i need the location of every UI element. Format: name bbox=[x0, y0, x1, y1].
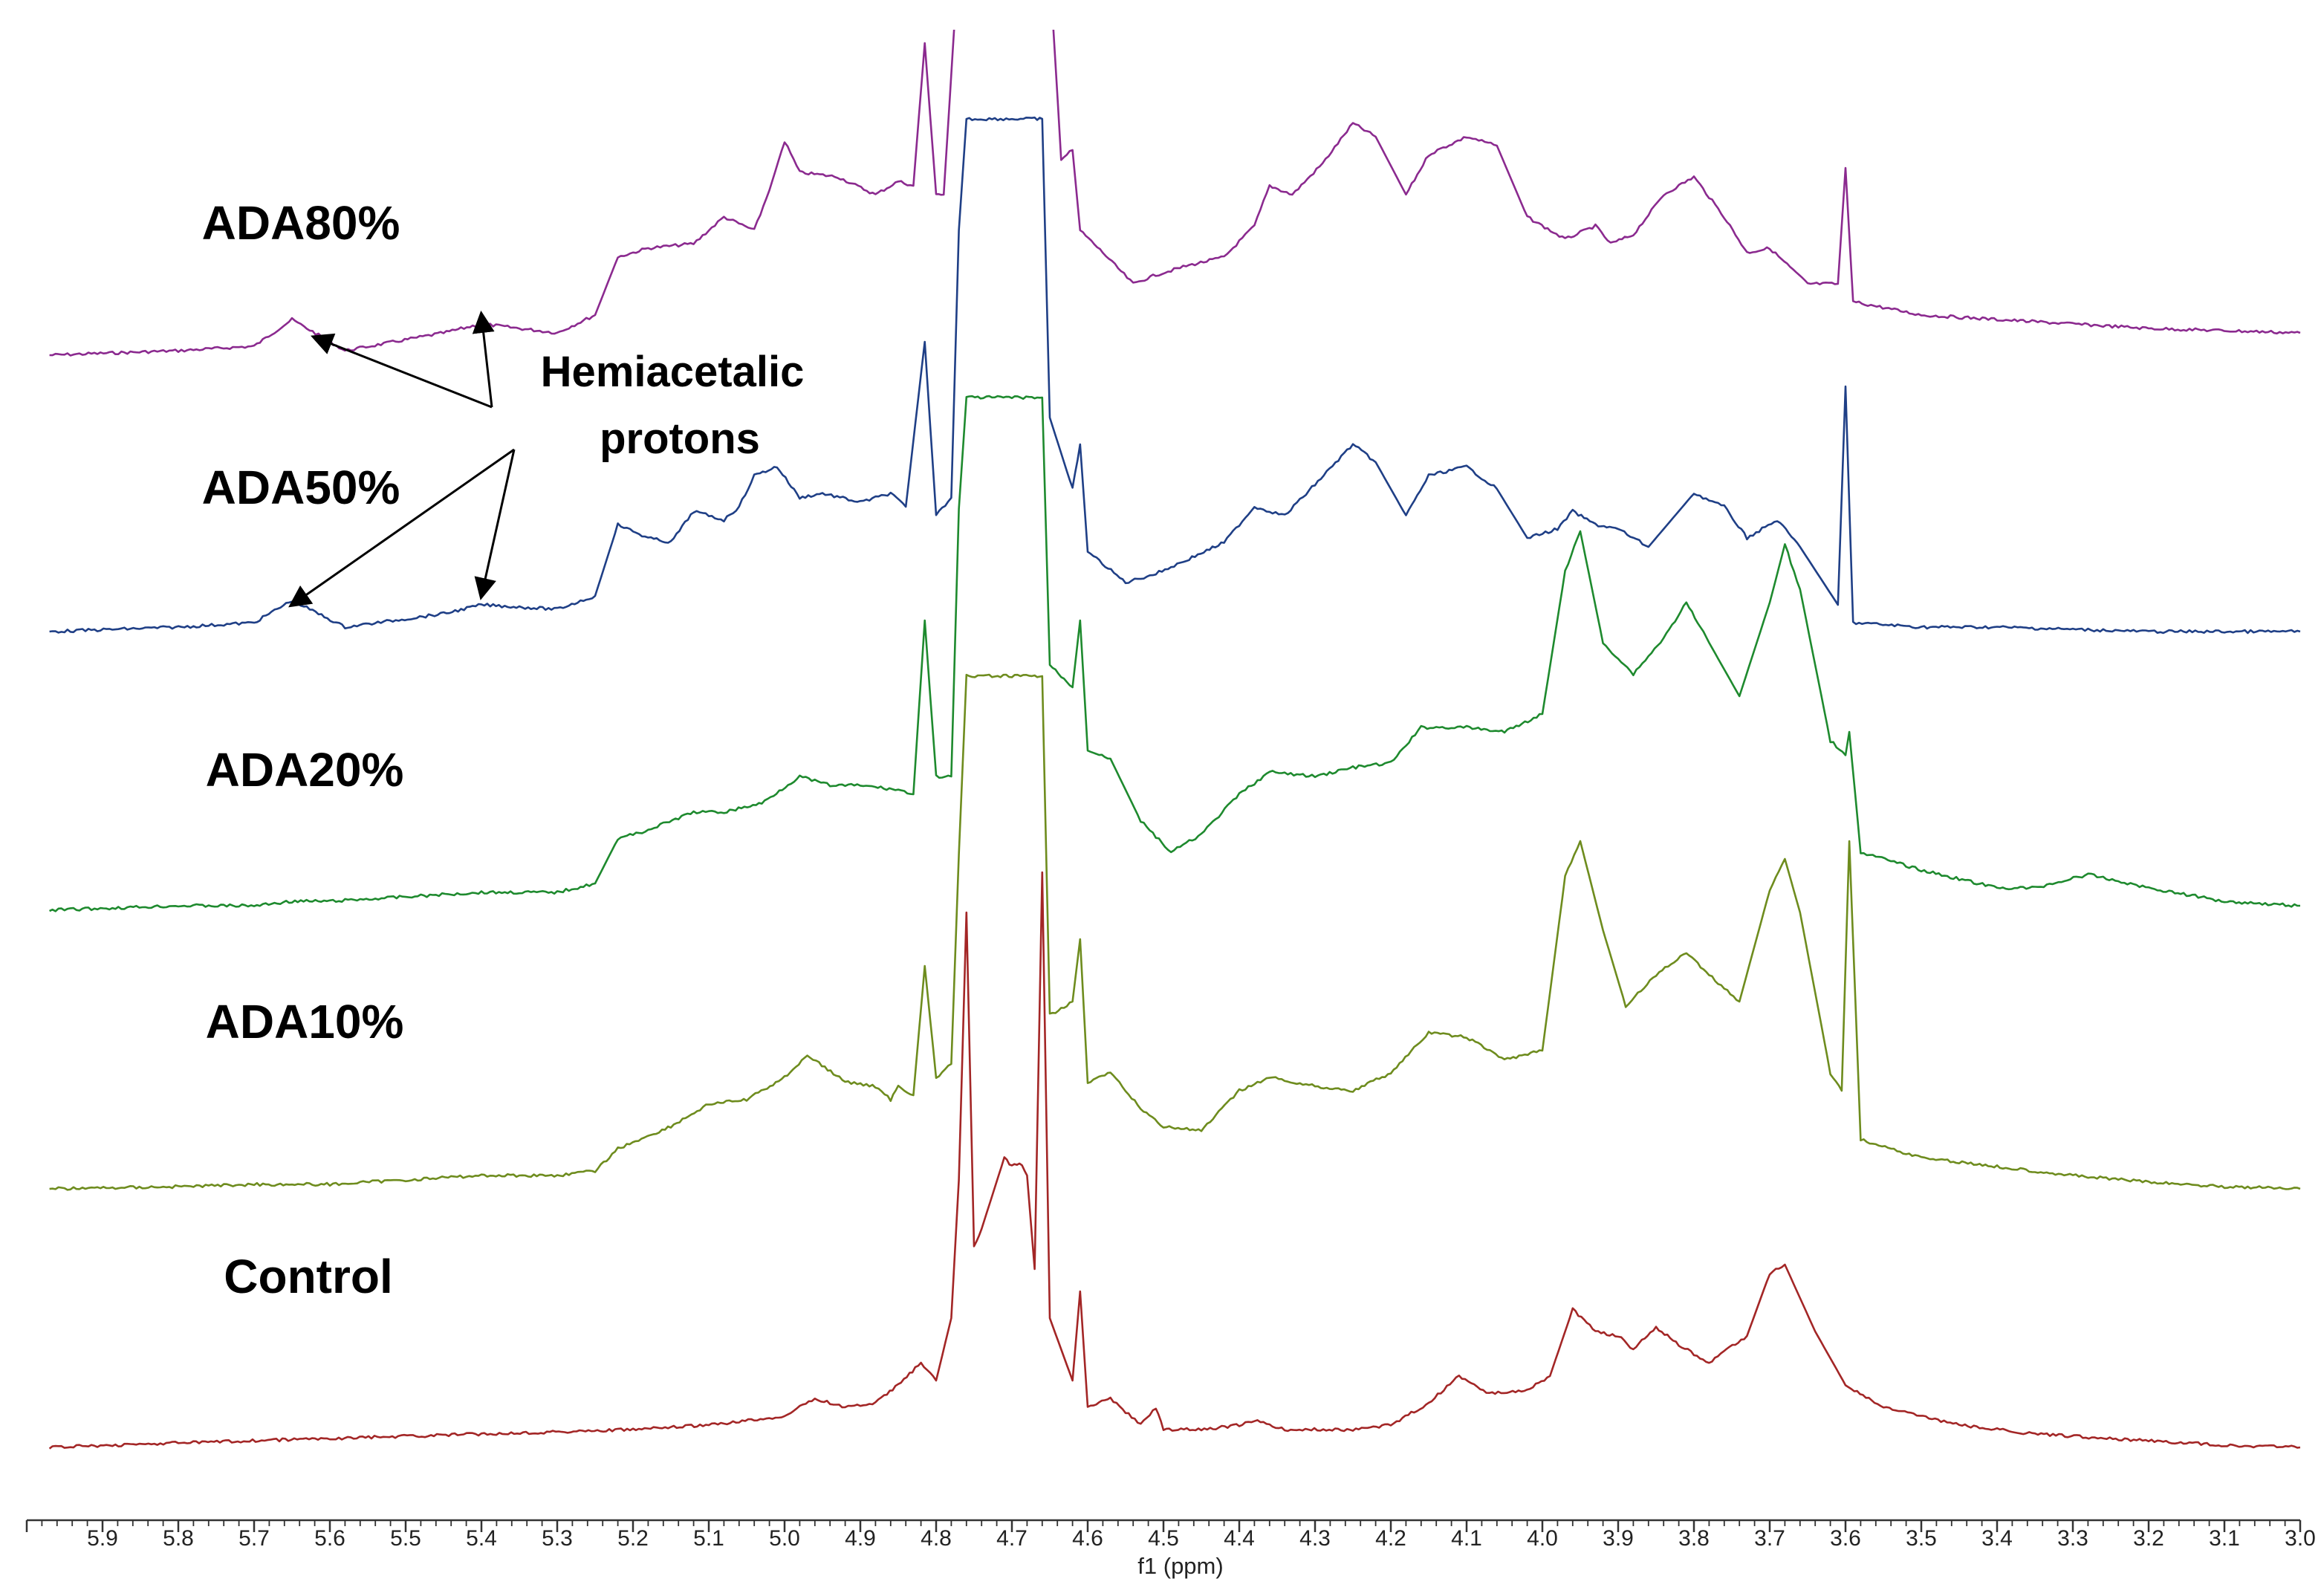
annotation-arrow bbox=[311, 333, 493, 409]
x-tick-label: 4.0 bbox=[1527, 1526, 1558, 1551]
spectrum-ada80-pct bbox=[49, 30, 2301, 357]
x-tick-label: 5.2 bbox=[617, 1526, 649, 1551]
x-tick-label: 3.2 bbox=[2133, 1526, 2164, 1551]
x-tick-label: 3.9 bbox=[1603, 1526, 1634, 1551]
x-tick-label: 5.8 bbox=[163, 1526, 194, 1551]
x-axis: f1 (ppm) 5.9 5.8 5.7 5.6 5.5 5.4 5.3 5.2 5.1 5.0 4… bbox=[25, 1519, 2316, 1579]
x-tick-label: 3.1 bbox=[2209, 1526, 2240, 1551]
series-labels: ADA80% ADA50% ADA20% ADA10% Control bbox=[202, 196, 404, 1303]
x-tick-label: 5.3 bbox=[542, 1526, 573, 1551]
series-label-control: Control bbox=[224, 1250, 393, 1303]
spectrum-ada20-pct bbox=[49, 395, 2300, 912]
x-tick-label: 4.3 bbox=[1299, 1526, 1331, 1551]
x-tick-label: 4.2 bbox=[1375, 1526, 1406, 1551]
x-tick-label: 4.5 bbox=[1148, 1526, 1179, 1551]
x-tick-label: 5.1 bbox=[693, 1526, 724, 1551]
x-tick-label: 4.4 bbox=[1224, 1526, 1255, 1551]
series-label-ada10-pct: ADA10% bbox=[206, 995, 404, 1048]
spectrum-control bbox=[48, 871, 2301, 1450]
series-label-ada50-pct: ADA50% bbox=[202, 461, 400, 514]
x-tick-label: 3.4 bbox=[1981, 1526, 2013, 1551]
x-tick-label: 5.4 bbox=[466, 1526, 497, 1551]
spectrum-ada50-pct bbox=[49, 116, 2301, 635]
x-tick-label: 3.0 bbox=[2285, 1526, 2316, 1551]
annotation-arrow bbox=[472, 311, 495, 408]
annotation-line-1: Hemiacetalic bbox=[541, 348, 805, 396]
x-tick-label: 3.8 bbox=[1678, 1526, 1710, 1551]
annotation-arrow bbox=[288, 448, 515, 608]
x-tick-label: 4.8 bbox=[921, 1526, 952, 1551]
x-tick-label: 5.6 bbox=[314, 1526, 345, 1551]
x-tick-label: 3.5 bbox=[1906, 1526, 1937, 1551]
x-tick-label: 5.9 bbox=[87, 1526, 118, 1551]
x-tick-label: 4.9 bbox=[845, 1526, 876, 1551]
series-label-ada80-pct: ADA80% bbox=[202, 196, 400, 250]
spectrum-ada10-pct bbox=[49, 673, 2301, 1191]
x-axis-title: f1 (ppm) bbox=[1137, 1553, 1223, 1579]
x-tick-label: 4.1 bbox=[1451, 1526, 1482, 1551]
hemiacetalic-annotation: Hemiacetalic protons bbox=[288, 311, 805, 608]
series-label-ada20-pct: ADA20% bbox=[206, 743, 404, 797]
x-tick-label: 5.7 bbox=[238, 1526, 270, 1551]
annotation-arrow bbox=[474, 449, 516, 600]
x-tick-label: 4.6 bbox=[1072, 1526, 1103, 1551]
x-tick-label: 4.7 bbox=[996, 1526, 1028, 1551]
annotation-line-2: protons bbox=[600, 415, 760, 463]
spectra-layer bbox=[48, 30, 2301, 1450]
x-tick-label: 5.5 bbox=[390, 1526, 421, 1551]
x-tick-label: 5.0 bbox=[769, 1526, 800, 1551]
x-tick-label: 3.3 bbox=[2057, 1526, 2088, 1551]
x-tick-label: 3.7 bbox=[1754, 1526, 1785, 1551]
x-tick-label: 3.6 bbox=[1830, 1526, 1861, 1551]
